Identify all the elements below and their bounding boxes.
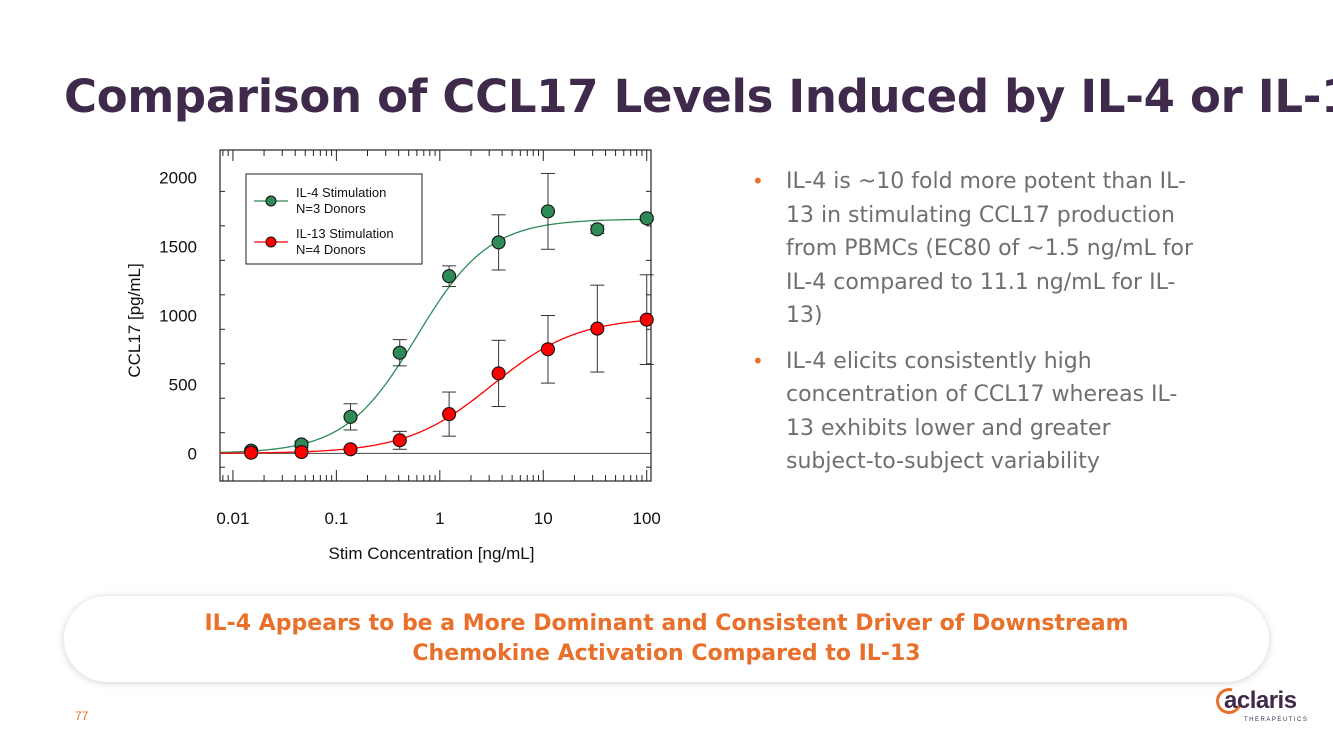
bullet-item-variability: IL-4 elicits consistently high concentra…	[752, 345, 1202, 479]
legend-sublabel-il4: N=3 Donors	[296, 201, 366, 216]
data-point-il4	[442, 269, 457, 284]
x-tick-label: 0.1	[325, 509, 349, 528]
logo-subtext: THERAPEUTICS	[1244, 717, 1309, 723]
data-point-il13	[442, 407, 457, 422]
y-tick-label: 1000	[159, 307, 197, 326]
legend-sublabel-il13: N=4 Donors	[296, 242, 366, 257]
x-tick-label: 0.01	[216, 509, 249, 528]
data-point-il13	[540, 342, 556, 357]
bullet-list: IL-4 is ~10 fold more potent than IL-13 …	[752, 165, 1202, 491]
bullet-item-potency: IL-4 is ~10 fold more potent than IL-13 …	[752, 165, 1202, 333]
data-point-il4	[343, 409, 358, 424]
company-logo: aclaris THERAPEUTICS	[1211, 683, 1309, 730]
logo-wordmark: aclaris	[1224, 687, 1297, 714]
data-point-il13	[343, 442, 358, 457]
slide-title: Comparison of CCL17 Levels Induced by IL…	[64, 70, 1333, 123]
x-tick-label: 100	[633, 509, 661, 528]
page-number: 77	[75, 709, 89, 723]
data-point-il4	[392, 345, 407, 360]
fit-curve-il13	[219, 319, 647, 454]
x-tick-label: 1	[435, 509, 444, 528]
y-tick-label: 2000	[159, 169, 197, 188]
data-point-il13	[639, 312, 654, 327]
data-point-il4	[540, 204, 556, 219]
data-point-il13	[590, 321, 605, 336]
legend-label-il13: IL-13 Stimulation	[296, 226, 394, 241]
legend-marker-il13	[265, 236, 277, 248]
data-point-il4	[639, 211, 654, 226]
legend-box	[245, 173, 423, 265]
y-tick-label: 1500	[159, 238, 197, 257]
data-point-il13	[491, 366, 506, 381]
data-point-il13	[244, 445, 259, 460]
data-point-il13	[294, 444, 309, 460]
legend-label-il4: IL-4 Stimulation	[296, 185, 386, 200]
callout-line-2: Chemokine Activation Compared to IL-13	[412, 641, 921, 666]
y-tick-label: 500	[169, 375, 197, 394]
data-point-il4	[491, 235, 506, 250]
data-point-il13	[392, 433, 407, 448]
x-tick-label: 10	[534, 509, 553, 528]
y-axis-label: CCL17 [pg/mL]	[125, 263, 144, 377]
x-axis-label: Stim Concentration [ng/mL]	[329, 544, 535, 563]
legend-marker-il4	[265, 195, 277, 207]
conclusion-callout: IL-4 Appears to be a More Dominant and C…	[64, 596, 1269, 682]
callout-line-1: IL-4 Appears to be a More Dominant and C…	[204, 611, 1129, 636]
data-point-il4	[590, 222, 605, 237]
fit-curve-il4	[219, 218, 647, 454]
y-tick-label: 0	[188, 444, 197, 463]
